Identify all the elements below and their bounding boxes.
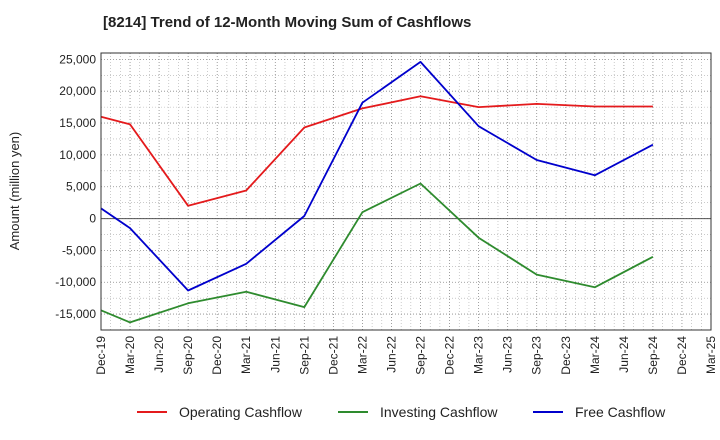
x-tick-label: Jun-22 xyxy=(384,336,398,373)
y-axis-title: Amount (million yen) xyxy=(7,132,22,251)
x-tick-label: Jun-20 xyxy=(152,336,166,373)
x-tick-label: Sep-22 xyxy=(414,336,428,375)
y-tick-labels: -15,000 -10,000 -5,000 0 5,000 10,000 15,000 20… xyxy=(55,52,96,321)
y-tick-label: -15,000 xyxy=(55,307,96,321)
y-tick-label: -10,000 xyxy=(55,275,96,289)
legend-item: Free Cashflow xyxy=(533,404,665,420)
legend-swatch xyxy=(137,411,167,413)
y-tick-label: 0 xyxy=(89,212,96,226)
y-tick-label: 25,000 xyxy=(59,52,96,66)
plot-frame xyxy=(100,52,712,331)
legend-label: Operating Cashflow xyxy=(179,404,302,420)
legend-label: Free Cashflow xyxy=(575,404,666,420)
y-tick-label: 20,000 xyxy=(59,84,96,98)
x-tick-label: Sep-24 xyxy=(646,336,660,375)
x-tick-label: Dec-22 xyxy=(443,336,457,375)
x-tick-label: Mar-24 xyxy=(588,336,602,374)
legend-item: Operating Cashflow xyxy=(137,404,302,420)
legend-label: Investing Cashflow xyxy=(380,404,498,420)
x-tick-label: Dec-24 xyxy=(675,336,689,375)
series-line-operating-cashflow xyxy=(100,95,653,207)
y-tick-label: 15,000 xyxy=(59,116,96,130)
legend-swatch xyxy=(338,411,368,413)
x-tick-label: Jun-24 xyxy=(617,336,631,373)
x-tick-label: Mar-20 xyxy=(123,336,137,374)
x-tick-label: Dec-19 xyxy=(94,336,108,375)
y-tick-label: -5,000 xyxy=(62,243,96,257)
grid-lines xyxy=(100,53,712,331)
series-line-investing-cashflow xyxy=(100,182,654,324)
x-tick-label: Mar-22 xyxy=(355,336,369,374)
y-tick-label: 5,000 xyxy=(66,180,96,194)
x-tick-labels: Dec-19 Mar-20 Jun-20 Sep-20 Dec-20 Mar-21 Jun-… xyxy=(94,336,718,375)
x-tick-label: Mar-25 xyxy=(704,336,718,374)
x-tick-label: Sep-21 xyxy=(297,336,311,375)
chart-title: [8214] Trend of 12-Month Moving Sum of C… xyxy=(103,14,472,31)
x-tick-label: Mar-23 xyxy=(472,336,486,374)
y-tick-label: 10,000 xyxy=(59,148,96,162)
x-tick-label: Dec-20 xyxy=(210,336,224,375)
legend-swatch xyxy=(533,411,563,413)
legend: Operating Cashflow Investing Cashflow Free… xyxy=(0,404,720,426)
x-tick-label: Jun-21 xyxy=(268,336,282,373)
x-tick-label: Sep-20 xyxy=(181,336,195,375)
x-tick-label: Dec-23 xyxy=(559,336,573,375)
x-tick-label: Sep-23 xyxy=(530,336,544,375)
series-lines xyxy=(100,61,654,324)
plot-border xyxy=(100,52,712,331)
series-line-free-cashflow xyxy=(100,61,654,292)
x-tick-label: Dec-21 xyxy=(326,336,340,375)
x-tick-label: Mar-21 xyxy=(239,336,253,374)
legend-item: Investing Cashflow xyxy=(338,404,498,420)
x-tick-label: Jun-23 xyxy=(501,336,515,373)
